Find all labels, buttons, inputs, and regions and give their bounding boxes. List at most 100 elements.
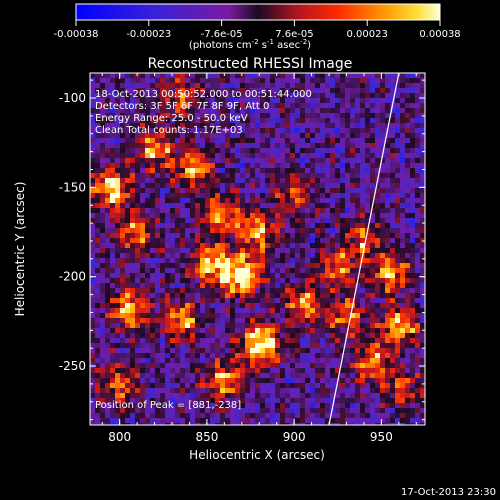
heatmap-cell: [310, 188, 316, 194]
heatmap-cell: [360, 108, 366, 114]
heatmap-cell: [420, 343, 425, 349]
heatmap-cell: [420, 208, 425, 214]
heatmap-cell: [100, 153, 106, 159]
heatmap-cell: [95, 393, 101, 399]
heatmap-cell: [340, 273, 346, 279]
heatmap-cell: [300, 353, 306, 359]
heatmap-cell: [175, 198, 181, 204]
heatmap-cell: [110, 188, 116, 194]
heatmap-cell: [245, 313, 251, 319]
heatmap-cell: [255, 113, 261, 119]
heatmap-cell: [225, 388, 231, 394]
heatmap-cell: [240, 348, 246, 354]
heatmap-cell: [225, 123, 231, 129]
heatmap-cell: [95, 78, 101, 84]
heatmap-cell: [190, 368, 196, 374]
heatmap-cell: [335, 348, 341, 354]
heatmap-cell: [105, 403, 111, 409]
heatmap-cell: [420, 388, 425, 394]
heatmap-cell: [285, 98, 291, 104]
heatmap-cell: [280, 73, 286, 79]
heatmap-cell: [95, 413, 101, 419]
heatmap-cell: [380, 373, 386, 379]
heatmap-cell: [305, 83, 311, 89]
heatmap-cell: [170, 353, 176, 359]
heatmap-cell: [125, 288, 131, 294]
heatmap-cell: [130, 368, 136, 374]
heatmap-cell: [345, 168, 351, 174]
heatmap-cell: [205, 163, 211, 169]
heatmap-cell: [290, 388, 296, 394]
heatmap-cell: [395, 213, 401, 219]
heatmap-cell: [340, 168, 346, 174]
heatmap-cell: [320, 243, 326, 249]
heatmap-cell: [255, 213, 261, 219]
heatmap-cell: [360, 143, 366, 149]
heatmap-cell: [215, 133, 221, 139]
heatmap-cell: [105, 353, 111, 359]
heatmap-cell: [360, 213, 366, 219]
heatmap-cell: [105, 268, 111, 274]
heatmap-cell: [305, 193, 311, 199]
heatmap-cell: [125, 223, 131, 229]
heatmap-cell: [335, 98, 341, 104]
heatmap-cell: [330, 413, 336, 419]
heatmap-cell: [125, 278, 131, 284]
heatmap-cell: [255, 383, 261, 389]
heatmap-cell: [295, 253, 301, 259]
heatmap-cell: [330, 88, 336, 94]
heatmap-cell: [330, 83, 336, 89]
heatmap-cell: [395, 273, 401, 279]
heatmap-cell: [345, 383, 351, 389]
heatmap-cell: [225, 163, 231, 169]
heatmap-cell: [230, 298, 236, 304]
heatmap-cell: [385, 233, 391, 239]
heatmap-cell: [225, 178, 231, 184]
heatmap-cell: [370, 88, 376, 94]
heatmap-cell: [400, 168, 406, 174]
heatmap-cell: [145, 138, 151, 144]
heatmap-cell: [240, 288, 246, 294]
heatmap-cell: [110, 128, 116, 134]
heatmap-cell: [155, 208, 161, 214]
heatmap-cell: [135, 153, 141, 159]
heatmap-cell: [325, 348, 331, 354]
heatmap-cell: [170, 408, 176, 414]
heatmap-cell: [400, 403, 406, 409]
heatmap-cell: [300, 128, 306, 134]
heatmap-cell: [380, 173, 386, 179]
heatmap-cell: [385, 143, 391, 149]
heatmap-cell: [415, 278, 421, 284]
heatmap-cell: [300, 253, 306, 259]
heatmap-cell: [215, 298, 221, 304]
heatmap-cell: [125, 348, 131, 354]
heatmap-cell: [120, 183, 126, 189]
heatmap-cell: [365, 393, 371, 399]
heatmap-cell: [105, 303, 111, 309]
heatmap-cell: [320, 288, 326, 294]
heatmap-cell: [355, 353, 361, 359]
heatmap-cell: [160, 383, 166, 389]
heatmap-cell: [390, 288, 396, 294]
heatmap-cell: [330, 278, 336, 284]
heatmap-cell: [335, 128, 341, 134]
heatmap-cell: [180, 388, 186, 394]
heatmap-cell: [200, 193, 206, 199]
heatmap-cell: [210, 228, 216, 234]
heatmap-cell: [405, 213, 411, 219]
heatmap-cell: [320, 258, 326, 264]
heatmap-cell: [115, 243, 121, 249]
heatmap-cell: [345, 348, 351, 354]
heatmap-cell: [405, 363, 411, 369]
heatmap-cell: [180, 418, 186, 424]
heatmap-cell: [175, 163, 181, 169]
heatmap-cell: [380, 423, 386, 425]
heatmap-cell: [380, 123, 386, 129]
heatmap-cell: [400, 358, 406, 364]
heatmap-cell: [190, 268, 196, 274]
heatmap-cell: [370, 233, 376, 239]
heatmap-cell: [120, 173, 126, 179]
heatmap-cell: [195, 248, 201, 254]
heatmap-cell: [285, 368, 291, 374]
heatmap-cell: [290, 173, 296, 179]
